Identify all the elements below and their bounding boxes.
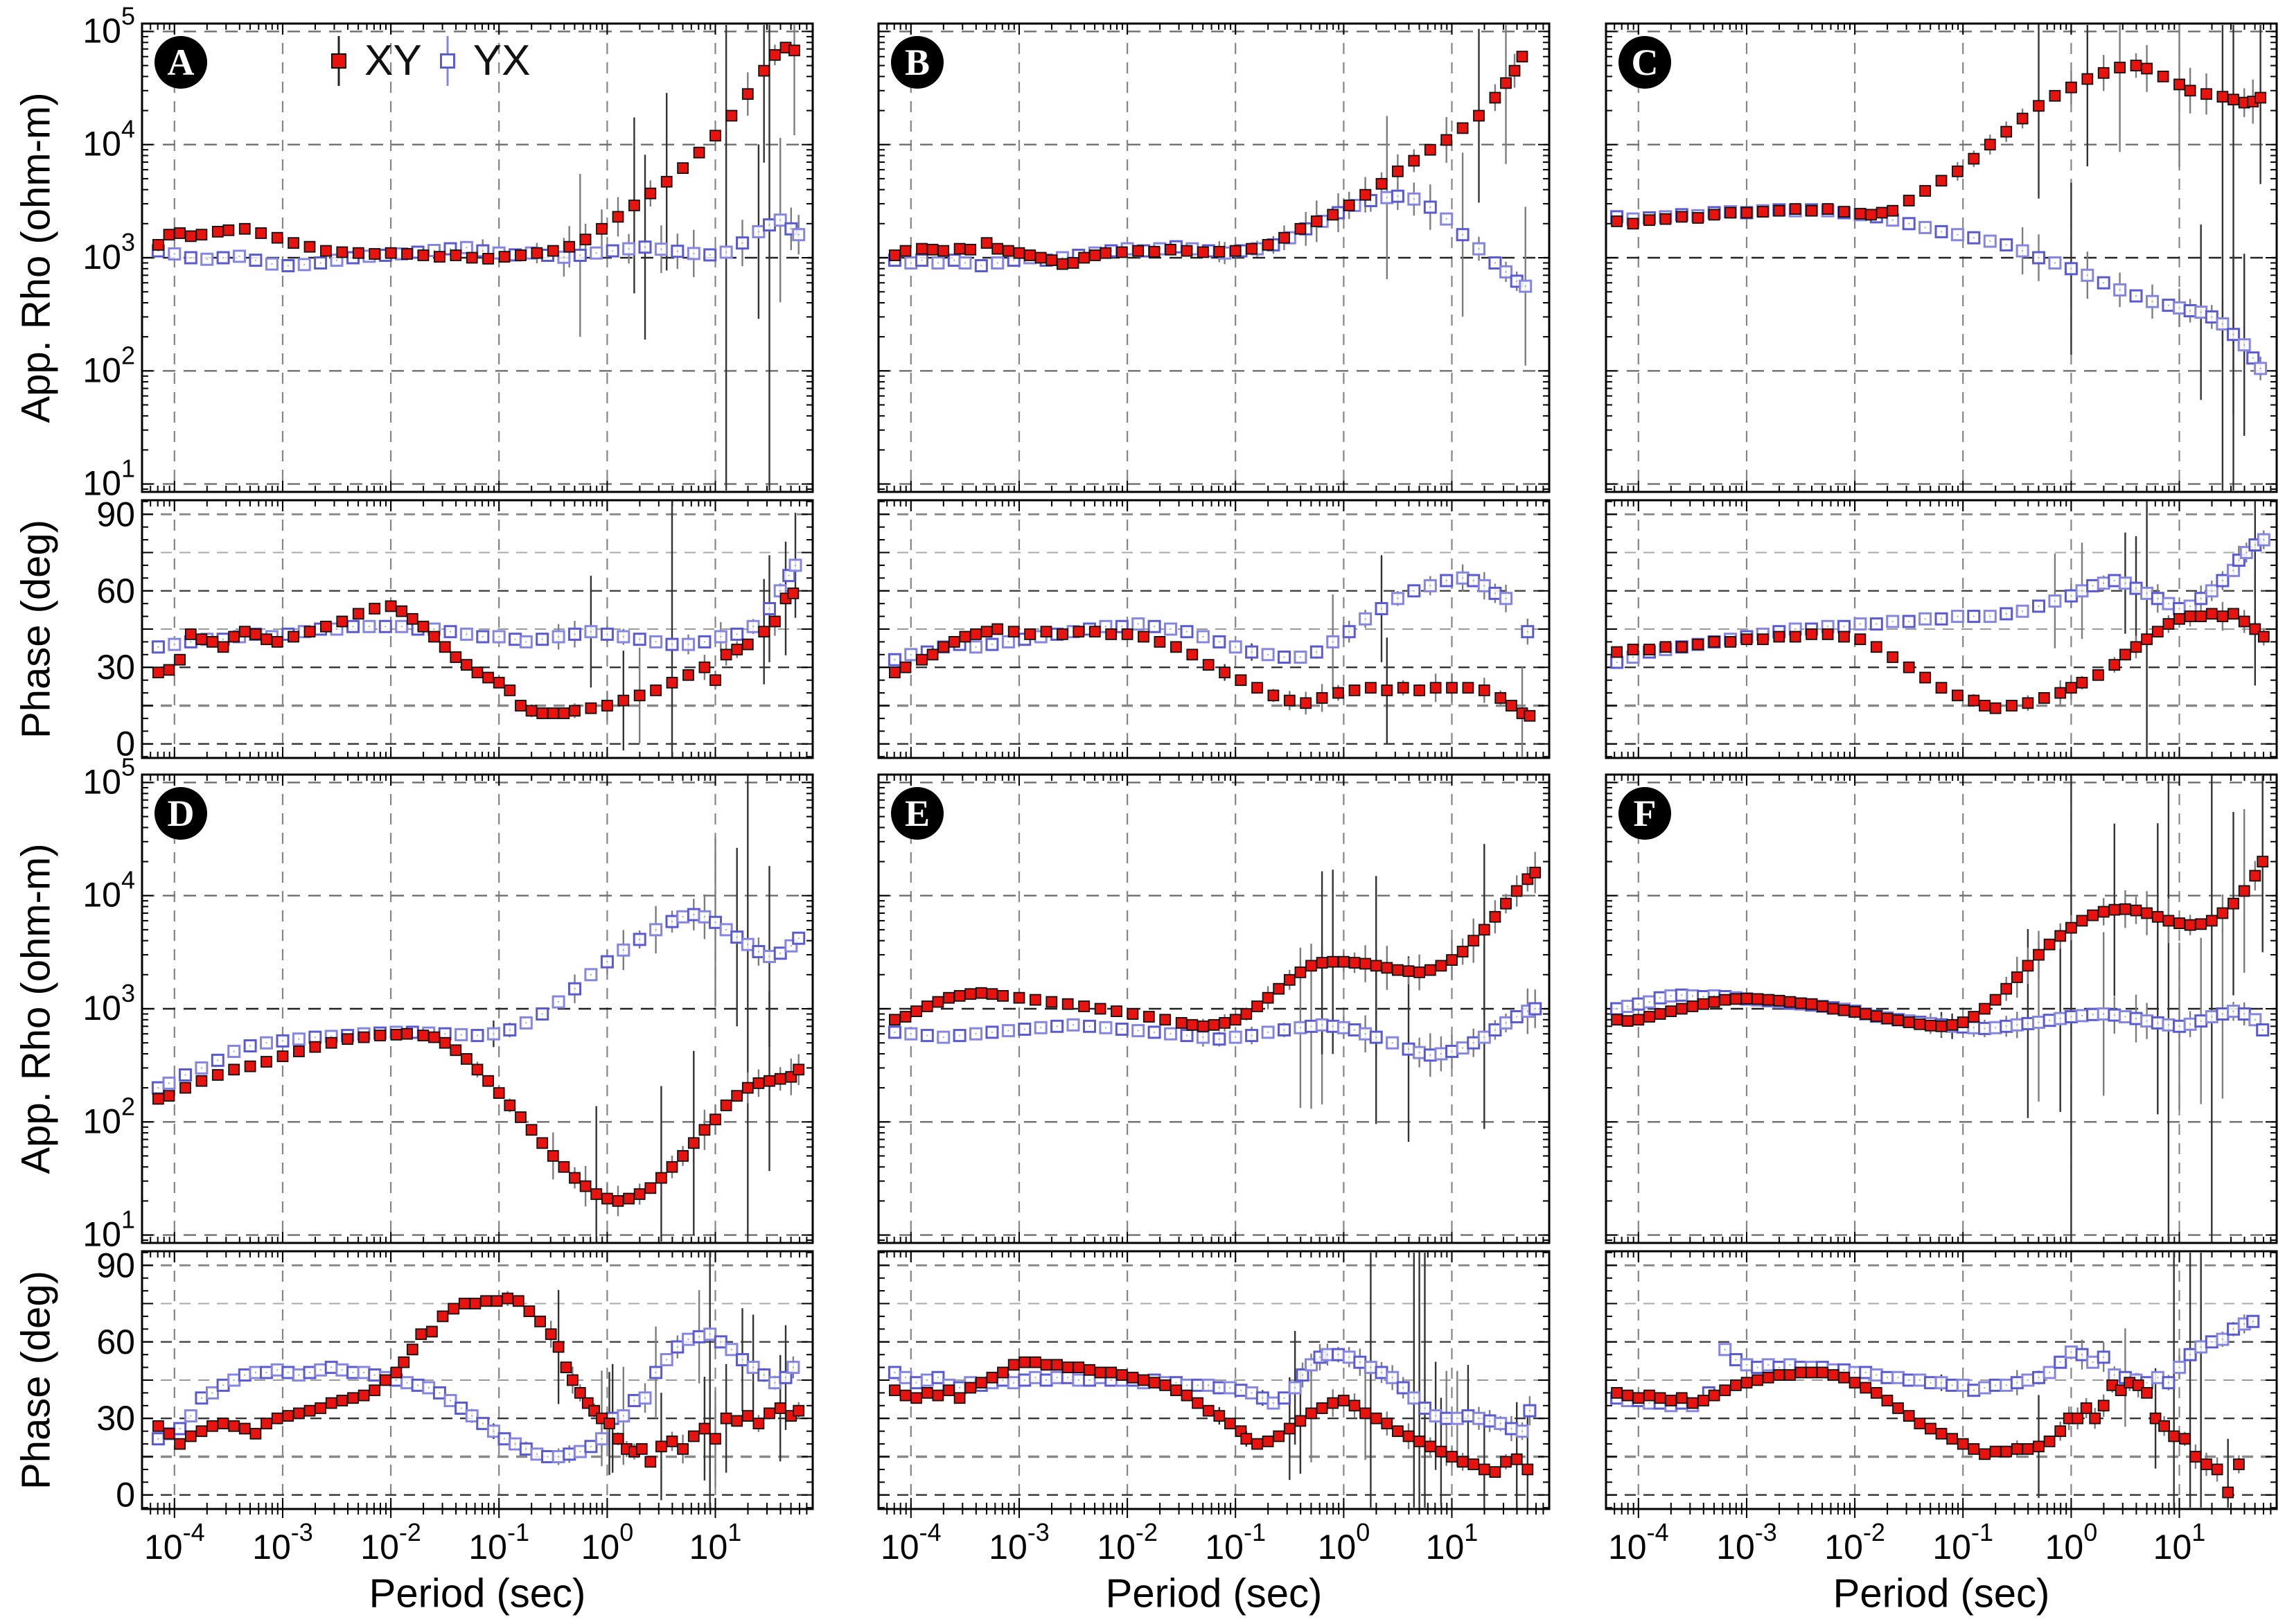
y-axis-title-rho-top: App. Rho (ohm-m) xyxy=(13,92,59,423)
svg-text:90: 90 xyxy=(96,1246,135,1285)
legend-yx-marker-icon xyxy=(439,36,455,86)
svg-text:104: 104 xyxy=(82,115,135,164)
svg-text:103: 103 xyxy=(82,979,135,1027)
legend-yx-label: YX xyxy=(473,37,531,85)
svg-text:101: 101 xyxy=(1426,1518,1479,1566)
svg-text:10-4: 10-4 xyxy=(1608,1518,1669,1566)
svg-text:10-3: 10-3 xyxy=(989,1518,1050,1566)
svg-text:30: 30 xyxy=(96,648,135,687)
svg-text:101: 101 xyxy=(82,454,135,503)
svg-text:102: 102 xyxy=(82,1092,135,1140)
svg-text:60: 60 xyxy=(96,1323,135,1361)
y-axis-title-phase-top: Phase (deg) xyxy=(13,520,59,739)
svg-text:10-3: 10-3 xyxy=(1716,1518,1777,1566)
svg-text:105: 105 xyxy=(82,1,135,50)
svg-text:10-1: 10-1 xyxy=(1932,1518,1993,1566)
svg-text:101: 101 xyxy=(82,1206,135,1254)
svg-text:10-3: 10-3 xyxy=(252,1518,313,1566)
svg-text:105: 105 xyxy=(82,752,135,801)
svg-text:0: 0 xyxy=(116,1476,135,1515)
panel-label-e: E xyxy=(891,787,944,840)
svg-text:101: 101 xyxy=(689,1518,742,1566)
panel-label-a: A xyxy=(155,36,207,89)
y-axis-title-rho-bottom: App. Rho (ohm-m) xyxy=(13,843,59,1174)
svg-text:10-2: 10-2 xyxy=(1097,1518,1158,1566)
panel-label-c: C xyxy=(1618,36,1671,89)
svg-text:90: 90 xyxy=(96,495,135,533)
svg-text:60: 60 xyxy=(96,572,135,610)
legend-xy-marker-icon xyxy=(331,36,346,86)
legend: XY YX xyxy=(331,33,530,89)
x-axis-title-col2: Period (sec) xyxy=(1105,1571,1323,1616)
svg-text:100: 100 xyxy=(581,1518,634,1566)
svg-text:10-1: 10-1 xyxy=(1205,1518,1266,1566)
x-axis-title-col3: Period (sec) xyxy=(1833,1571,2050,1616)
svg-text:10-2: 10-2 xyxy=(1824,1518,1885,1566)
svg-text:30: 30 xyxy=(96,1399,135,1438)
svg-text:0: 0 xyxy=(116,725,135,764)
svg-text:101: 101 xyxy=(2153,1518,2206,1566)
svg-text:10-1: 10-1 xyxy=(468,1518,529,1566)
panel-label-d: D xyxy=(155,787,207,840)
svg-text:102: 102 xyxy=(82,341,135,389)
svg-text:103: 103 xyxy=(82,228,135,276)
panel-label-f: F xyxy=(1618,787,1671,840)
legend-xy-label: XY xyxy=(364,37,422,85)
y-axis-title-phase-bottom: Phase (deg) xyxy=(13,1271,59,1490)
x-axis-title-col1: Period (sec) xyxy=(369,1571,586,1616)
svg-text:10-4: 10-4 xyxy=(144,1518,205,1566)
svg-text:10-2: 10-2 xyxy=(360,1518,421,1566)
svg-text:100: 100 xyxy=(1318,1518,1370,1566)
svg-text:10-4: 10-4 xyxy=(881,1518,942,1566)
svg-text:104: 104 xyxy=(82,866,135,915)
svg-text:100: 100 xyxy=(2045,1518,2098,1566)
panel-label-b: B xyxy=(891,36,944,89)
